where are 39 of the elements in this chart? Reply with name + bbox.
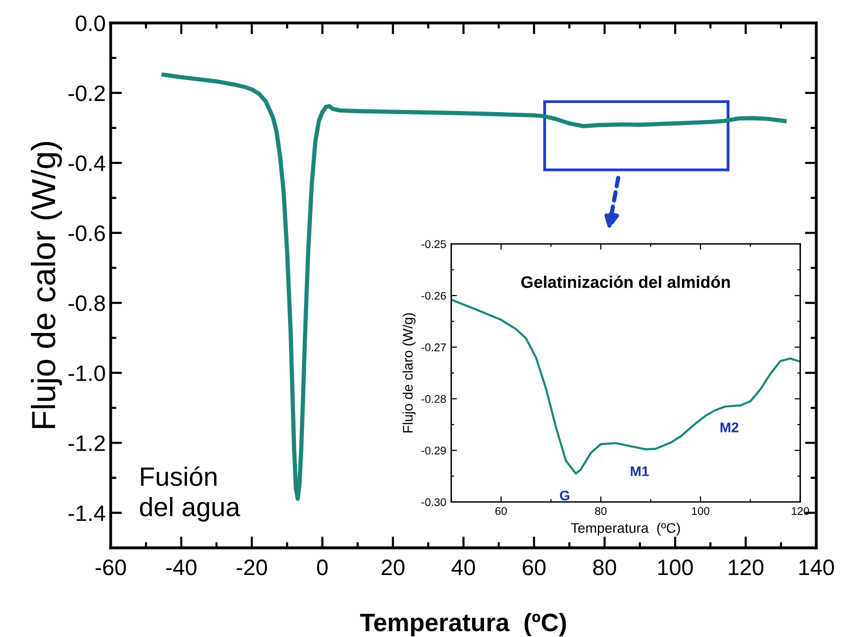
x-axis-title: Temperatura (ºC) — [360, 612, 566, 636]
x-tick-label: 120 — [728, 560, 764, 576]
x-tick-label: 40 — [452, 560, 475, 576]
x-tick-label: 100 — [692, 507, 710, 515]
line-series — [451, 298, 800, 475]
y-tick-label: -0.25 — [422, 240, 446, 248]
y-tick-label: -0.4 — [68, 155, 106, 172]
y-tick-label: -0.26 — [422, 292, 446, 300]
x-tick-label: -20 — [236, 560, 267, 576]
x-tick-label: 80 — [595, 507, 607, 515]
y-tick-label: -1.2 — [68, 435, 105, 451]
x-tick-label: 120 — [792, 507, 810, 515]
x-tick-label: 100 — [658, 560, 693, 576]
y-axis-title: Flujo de claro (W/g) — [402, 313, 416, 432]
y-tick-label: -0.29 — [422, 446, 446, 454]
text: Gelatinización del almidón — [521, 276, 730, 288]
x-tick-label: 60 — [522, 560, 546, 576]
x-tick-label: -40 — [166, 560, 196, 576]
x-tick-label: 20 — [382, 560, 404, 576]
y-tick-label: -0.8 — [68, 295, 105, 312]
y-tick-label: -1.4 — [68, 506, 106, 521]
y-tick-label: 0.0 — [76, 15, 105, 32]
y-axis-title: Flujo de calor (W/g) — [30, 142, 62, 428]
y-tick-label: -0.2 — [68, 85, 105, 102]
annotation: M1 — [630, 466, 649, 476]
x-tick-label: -60 — [96, 560, 126, 576]
y-tick-label: -0.27 — [422, 343, 446, 352]
annotation: Fusión del agua — [140, 466, 240, 522]
x-axis-title: Temperatura (ºC) — [571, 522, 680, 536]
annotation: G — [560, 490, 570, 500]
x-tick-label: 60 — [495, 507, 507, 515]
y-tick-label: -0.30 — [422, 498, 446, 506]
x-tick-label: 140 — [799, 560, 834, 576]
x-tick-label: 0 — [317, 560, 328, 576]
y-tick-label: -0.28 — [422, 395, 446, 403]
x-tick-label: 80 — [593, 560, 616, 576]
annotation: M2 — [720, 422, 738, 432]
y-tick-label: -1.0 — [68, 365, 105, 382]
y-tick-label: -0.6 — [68, 225, 105, 242]
